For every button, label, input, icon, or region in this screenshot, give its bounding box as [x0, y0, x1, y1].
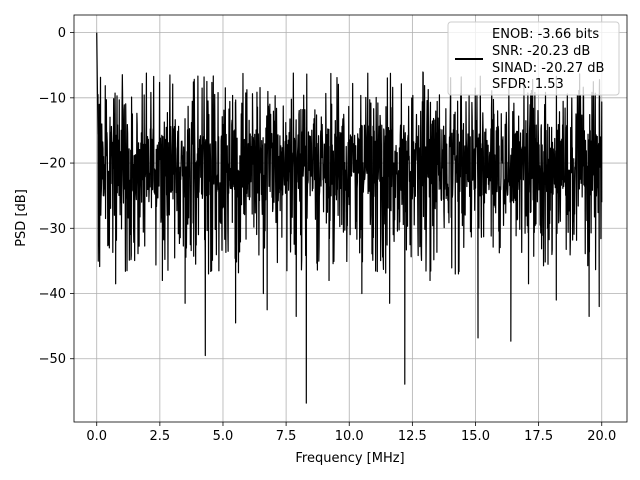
data-layer: [96, 32, 603, 404]
x-axis-label: Frequency [MHz]: [295, 451, 404, 466]
plot-frame: [73, 14, 628, 423]
y-tick-label: −20: [39, 157, 66, 172]
x-tick-label: 15.0: [461, 429, 490, 444]
y-tick-label: 0: [58, 26, 66, 41]
y-tick-label: −50: [39, 352, 66, 367]
legend: ENOB: -3.66 bits SNR: -20.23 dB SINAD: -…: [447, 21, 620, 96]
y-tick-label: −30: [39, 222, 66, 237]
x-tick-label: 17.5: [524, 429, 553, 444]
x-tick-label: 10.0: [335, 429, 364, 444]
legend-box: [447, 21, 620, 96]
x-tick-label: 7.5: [276, 429, 297, 444]
psd-series-line: [96, 32, 603, 404]
x-tick-label: 12.5: [398, 429, 427, 444]
x-tick-label: 5.0: [213, 429, 234, 444]
x-tick-label: 2.5: [150, 429, 171, 444]
x-tick-label: 20.0: [587, 429, 616, 444]
x-tick-label: 0.0: [86, 429, 107, 444]
y-axis-label: PSD [dB]: [14, 189, 29, 247]
legend-sinad: SINAD: -20.27 dB: [492, 61, 604, 76]
y-tick-label: −10: [39, 91, 66, 106]
legend-enob: ENOB: -3.66 bits: [492, 27, 599, 42]
y-tick-label: −40: [39, 287, 66, 302]
ticks: 0.0 2.5 5.0 7.5 10.0 12.5 15.0 17.5 20.0 0 −10 −20 −…: [39, 26, 617, 444]
legend-sfdr: SFDR: 1.53: [492, 77, 564, 92]
legend-snr: SNR: -20.23 dB: [492, 44, 590, 59]
